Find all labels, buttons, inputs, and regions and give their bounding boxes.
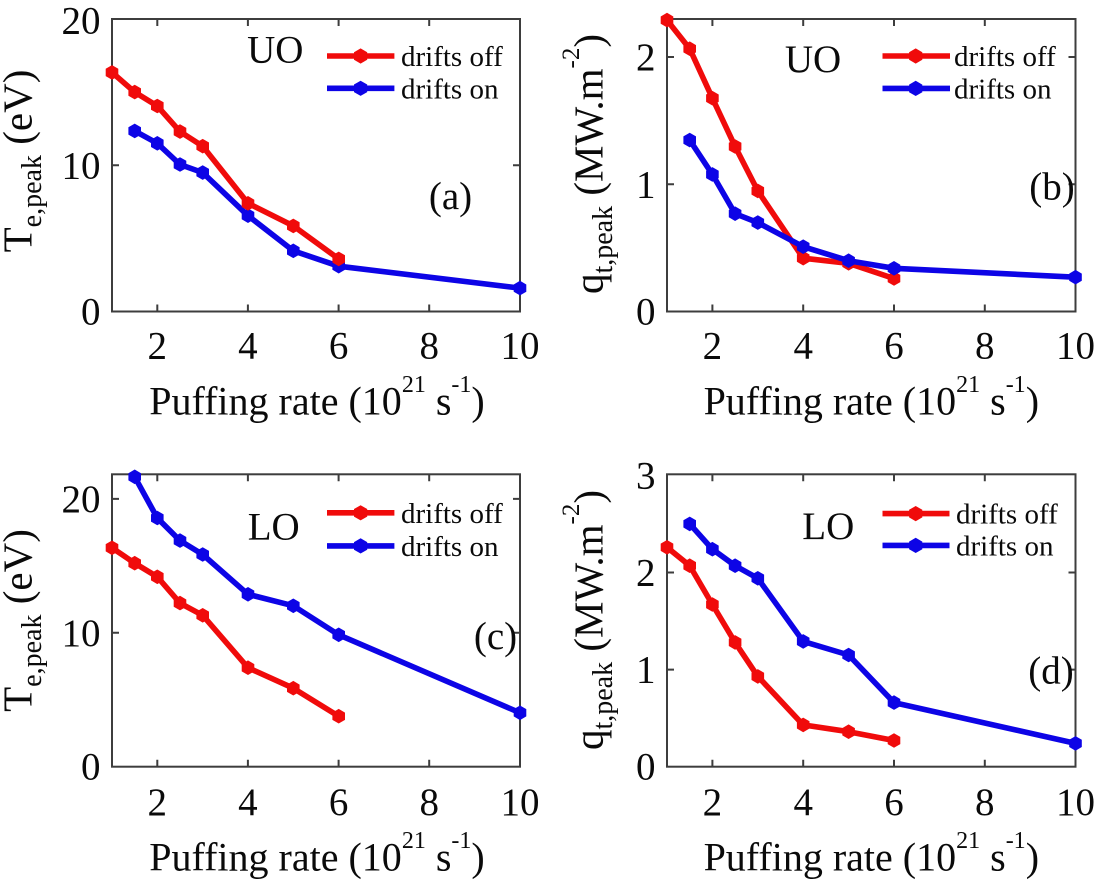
- svg-text:10: 10: [62, 144, 101, 187]
- svg-text:6: 6: [884, 781, 904, 824]
- svg-text:(d): (d): [1028, 650, 1073, 693]
- svg-text:qt,peak (MW.m-2): qt,peak (MW.m-2): [558, 34, 619, 294]
- svg-text:0: 0: [81, 291, 101, 334]
- svg-text:8: 8: [975, 325, 995, 368]
- svg-text:(b): (b): [1029, 166, 1074, 209]
- svg-text:Puffing rate (1021 s-1): Puffing rate (1021 s-1): [704, 828, 1039, 880]
- svg-text:Puffing rate (1021 s-1): Puffing rate (1021 s-1): [149, 372, 484, 424]
- svg-text:6: 6: [329, 781, 349, 824]
- svg-text:20: 20: [62, 0, 101, 43]
- svg-text:LO: LO: [248, 506, 300, 549]
- svg-text:1: 1: [636, 649, 656, 692]
- svg-text:4: 4: [238, 781, 258, 824]
- svg-text:drifts off: drifts off: [401, 498, 503, 530]
- svg-text:UO: UO: [247, 29, 303, 72]
- svg-text:10: 10: [1056, 781, 1095, 824]
- svg-text:2: 2: [636, 36, 656, 79]
- svg-text:4: 4: [238, 325, 258, 368]
- svg-text:10: 10: [501, 781, 540, 824]
- svg-text:6: 6: [884, 325, 904, 368]
- svg-text:10: 10: [1056, 325, 1095, 368]
- svg-text:drifts on: drifts on: [401, 73, 499, 105]
- svg-text:2: 2: [703, 781, 723, 824]
- svg-text:1: 1: [636, 163, 656, 206]
- svg-text:8: 8: [419, 781, 439, 824]
- svg-text:3: 3: [636, 454, 656, 497]
- svg-text:0: 0: [81, 746, 101, 789]
- svg-text:4: 4: [793, 781, 813, 824]
- svg-text:10: 10: [501, 325, 540, 368]
- svg-text:10: 10: [62, 612, 101, 655]
- svg-text:qt,peak (MW.m-2): qt,peak (MW.m-2): [558, 490, 619, 750]
- svg-text:8: 8: [419, 325, 439, 368]
- svg-text:20: 20: [62, 478, 101, 521]
- svg-text:2: 2: [636, 552, 656, 595]
- svg-text:drifts on: drifts on: [401, 531, 499, 563]
- svg-text:0: 0: [636, 746, 656, 789]
- svg-text:8: 8: [975, 781, 995, 824]
- svg-text:2: 2: [148, 325, 168, 368]
- svg-text:LO: LO: [802, 505, 854, 548]
- svg-text:6: 6: [329, 325, 349, 368]
- svg-text:drifts on: drifts on: [954, 73, 1052, 105]
- svg-text:0: 0: [636, 291, 656, 334]
- svg-text:2: 2: [703, 325, 723, 368]
- svg-text:drifts off: drifts off: [954, 41, 1056, 73]
- svg-text:drifts off: drifts off: [401, 41, 503, 73]
- svg-text:Puffing rate (1021 s-1): Puffing rate (1021 s-1): [704, 372, 1039, 424]
- svg-text:4: 4: [793, 325, 813, 368]
- svg-text:drifts off: drifts off: [956, 499, 1058, 531]
- svg-text:Puffing rate (1021 s-1): Puffing rate (1021 s-1): [149, 828, 484, 880]
- svg-text:drifts on: drifts on: [956, 530, 1054, 562]
- svg-text:(c): (c): [474, 615, 517, 658]
- svg-text:2: 2: [148, 781, 168, 824]
- svg-text:UO: UO: [785, 38, 841, 81]
- svg-text:(a): (a): [429, 175, 472, 218]
